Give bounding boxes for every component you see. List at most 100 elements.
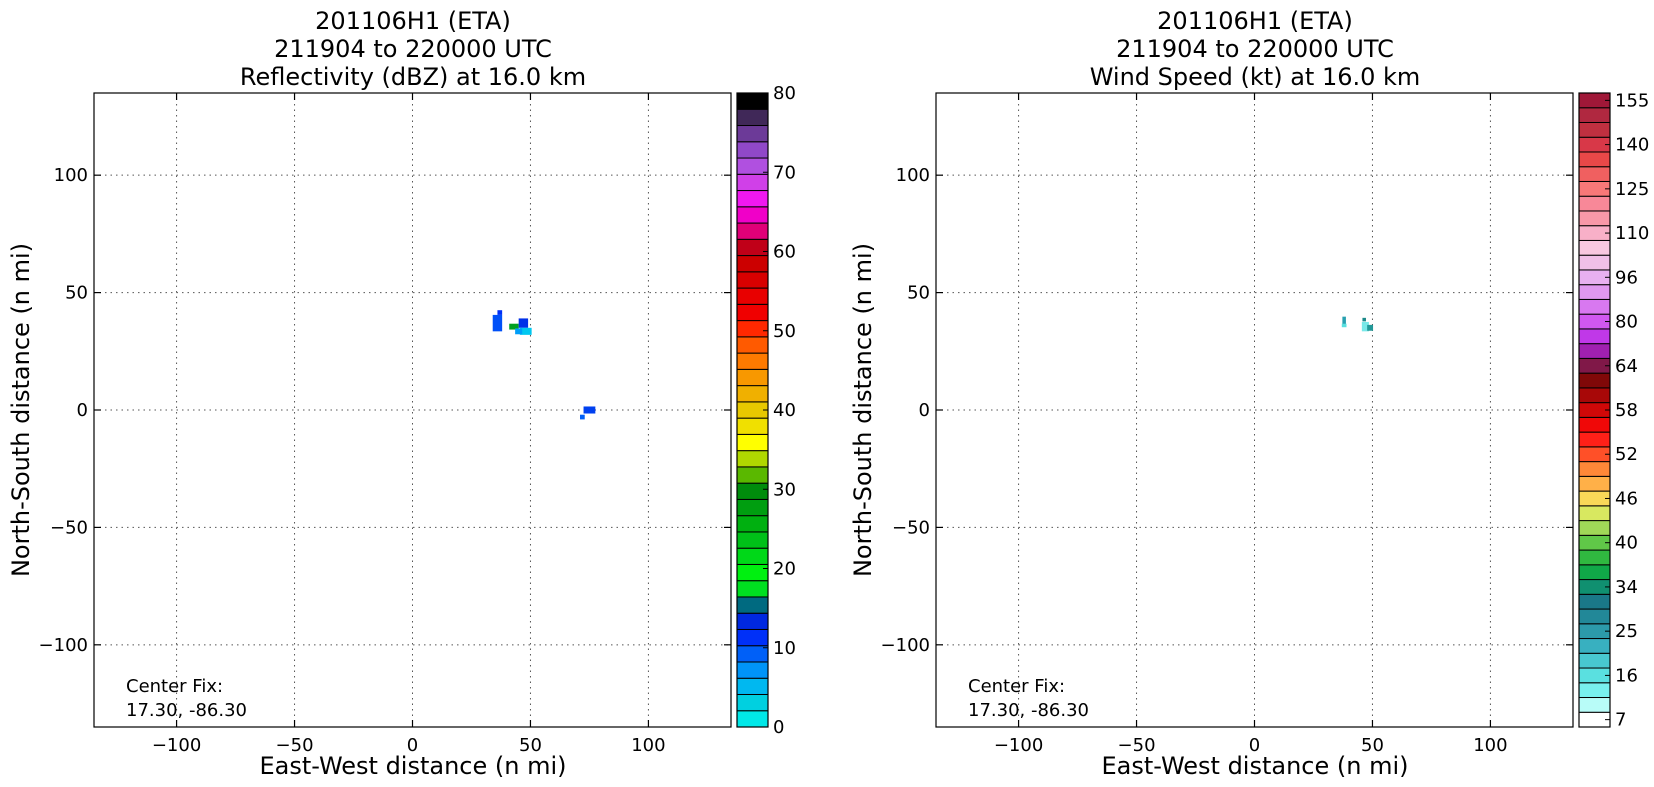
colorbar-swatch: [1578, 107, 1611, 123]
y-tick-label: −50: [892, 517, 930, 538]
colorbar-tick-label: 20: [773, 559, 796, 580]
colorbar-swatch: [736, 482, 769, 500]
x-tick-label: −50: [1118, 735, 1156, 756]
colorbar-swatch: [1578, 121, 1611, 138]
colorbar-swatch: [1578, 343, 1611, 359]
colorbar-swatch: [1578, 638, 1611, 654]
title-line-2: 211904 to 220000 UTC: [1116, 35, 1394, 63]
echo-cell: [583, 406, 596, 414]
title-line-3: Wind Speed (kt) at 16.0 km: [1090, 63, 1421, 91]
colorbar-tick-label: 52: [1615, 444, 1638, 465]
grid-lines: [936, 93, 1573, 727]
colorbar-swatch: [1578, 416, 1611, 433]
echo-cell: [1362, 317, 1366, 322]
colorbar-swatch: [736, 710, 769, 728]
title-line-1: 201106H1 (ETA): [315, 7, 511, 35]
echo-cell: [509, 323, 519, 330]
colorbar-swatch: [736, 531, 769, 549]
grid-lines: [94, 93, 731, 727]
colorbar-swatch: [1578, 697, 1611, 713]
colorbar-swatch: [1578, 682, 1611, 699]
colorbar-tick-label: 110: [1615, 223, 1649, 244]
x-tick-label: 100: [1473, 735, 1507, 756]
colorbar-tick-label: 70: [773, 162, 796, 183]
x-tick-label: 100: [631, 735, 665, 756]
center-fix-label: Center Fix:: [968, 676, 1065, 697]
colorbar-swatch: [1578, 239, 1611, 256]
colorbar-swatch: [736, 515, 769, 533]
y-tick-label: −100: [39, 635, 88, 656]
colorbar-swatch: [736, 450, 769, 468]
colorbar-swatch: [736, 190, 769, 208]
x-tick-label: 50: [1361, 735, 1384, 756]
colorbar-tick-label: 58: [1615, 400, 1638, 421]
colorbar-tick-label: 7: [1615, 710, 1626, 731]
colorbar-swatch: [1578, 564, 1611, 581]
colorbar-swatch: [736, 173, 769, 192]
title-line-1: 201106H1 (ETA): [1157, 7, 1353, 35]
colorbar-swatch: [1578, 328, 1611, 345]
colorbar-tick-label: 50: [773, 321, 796, 342]
colorbar-swatch: [736, 222, 769, 240]
colorbar-swatch: [736, 368, 769, 387]
echo-cell: [519, 327, 532, 335]
echo-cell: [497, 310, 503, 315]
y-tick-label: 0: [77, 400, 88, 421]
colorbar-swatch: [1578, 520, 1611, 536]
y-tick-label: 100: [896, 165, 930, 186]
colorbar-swatch: [736, 466, 769, 484]
echo-cell: [515, 328, 523, 335]
colorbar-swatch: [736, 303, 769, 322]
center-fix-coords: 17.30, -86.30: [126, 700, 247, 721]
colorbar-swatch: [1578, 372, 1611, 389]
colorbar-tick-label: 34: [1615, 577, 1638, 598]
colorbar-swatch: [1578, 166, 1611, 182]
y-tick-label: 50: [907, 283, 930, 304]
colorbar-swatch: [1578, 505, 1611, 522]
colorbar-swatch: [1578, 593, 1611, 610]
title-line-3: Reflectivity (dBZ) at 16.0 km: [240, 63, 586, 91]
colorbar-swatch: [736, 498, 769, 517]
reflectivity-panel: 201106H1 (ETA) 211904 to 220000 UTC Refl…: [7, 7, 796, 780]
x-tick-label: −100: [152, 735, 201, 756]
x-tick-label: 0: [407, 735, 418, 756]
echo-cells: [1341, 316, 1374, 332]
colorbar-swatch: [1578, 284, 1611, 300]
y-tick-label: −100: [881, 635, 930, 656]
colorbar-swatch: [736, 417, 769, 435]
echo-cell: [1367, 324, 1374, 331]
colorbar-swatch: [736, 693, 769, 712]
axis-ticks: −100 −50 0 50 100 −100 −50 0 50 100: [39, 93, 731, 756]
colorbar-swatch: [1578, 254, 1611, 271]
y-tick-label: 100: [54, 165, 88, 186]
colorbar-swatch: [736, 547, 769, 565]
echo-cells: [492, 310, 596, 420]
colorbar-swatch: [736, 596, 769, 614]
colorbar-tick-label: 30: [773, 479, 796, 500]
axis-ticks: −100 −50 0 50 100 −100 −50 0 50 100: [881, 93, 1573, 756]
colorbar-swatch: [736, 352, 769, 370]
colorbar-tick-label: 96: [1615, 267, 1638, 288]
colorbar-swatch: [736, 238, 769, 257]
colorbar-swatch: [736, 92, 769, 110]
x-tick-label: 0: [1249, 735, 1260, 756]
echo-cell: [1361, 321, 1369, 332]
colorbar-swatch: [1578, 549, 1611, 566]
plot-area: [936, 93, 1573, 727]
colorbar-swatch: [1578, 195, 1611, 212]
colorbar-tick-label: 125: [1615, 179, 1649, 200]
colorbar-swatch: [736, 287, 769, 305]
colorbar-swatch: [736, 125, 769, 143]
colorbar-swatch: [736, 320, 769, 338]
colorbar-tick-label: 80: [1615, 312, 1638, 333]
colorbar-swatch: [736, 433, 769, 452]
colorbar: 7 16 25 34 40 46 52 58 64 80 96 110 125 140 155: [1578, 90, 1649, 731]
colorbar-tick-label: 10: [773, 638, 796, 659]
colorbar-swatch: [736, 255, 769, 273]
y-tick-label: 0: [919, 400, 930, 421]
colorbar-tick-label: 16: [1615, 665, 1638, 686]
colorbar: 0 10 20 30 40 50 60 70 80: [736, 83, 796, 738]
colorbar-swatch: [736, 612, 769, 630]
colorbar-swatch: [1578, 475, 1611, 492]
colorbar-swatch: [1578, 210, 1611, 227]
